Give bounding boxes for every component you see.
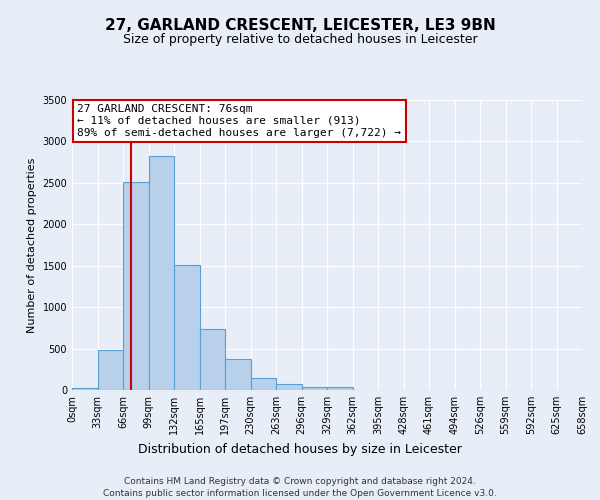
Text: Contains HM Land Registry data © Crown copyright and database right 2024.: Contains HM Land Registry data © Crown c… [124, 478, 476, 486]
Text: 27 GARLAND CRESCENT: 76sqm
← 11% of detached houses are smaller (913)
89% of sem: 27 GARLAND CRESCENT: 76sqm ← 11% of deta… [77, 104, 401, 138]
Y-axis label: Number of detached properties: Number of detached properties [27, 158, 37, 332]
Bar [327, 386, 353, 390]
Text: Distribution of detached houses by size in Leicester: Distribution of detached houses by size … [138, 442, 462, 456]
Bar [199, 328, 225, 390]
Text: 27, GARLAND CRESCENT, LEICESTER, LE3 9BN: 27, GARLAND CRESCENT, LEICESTER, LE3 9BN [104, 18, 496, 32]
Bar [302, 386, 327, 390]
Bar [97, 350, 123, 390]
Bar [72, 388, 97, 390]
Text: Contains public sector information licensed under the Open Government Licence v3: Contains public sector information licen… [103, 489, 497, 498]
Bar [251, 378, 276, 390]
Bar [225, 358, 251, 390]
Bar [174, 265, 199, 390]
Bar [149, 156, 174, 390]
Text: Size of property relative to detached houses in Leicester: Size of property relative to detached ho… [122, 32, 478, 46]
Bar [123, 182, 149, 390]
Bar [276, 384, 302, 390]
